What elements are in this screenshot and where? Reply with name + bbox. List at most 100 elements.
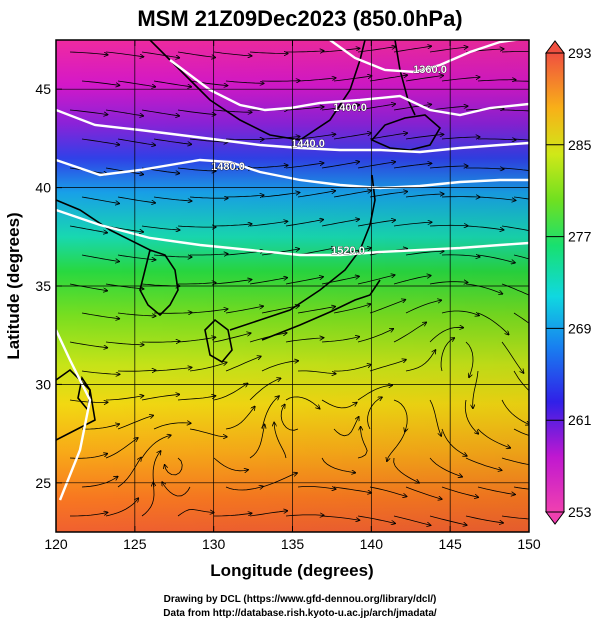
streamline	[189, 138, 228, 142]
streamline	[369, 192, 407, 198]
contour-label-1520: 1520.0	[331, 245, 365, 257]
streamline	[274, 423, 287, 459]
contour-labels: 1360.0 1400.0 1440.0 1480.0 1520.0	[211, 64, 447, 258]
y-tick-label: 35	[35, 278, 51, 294]
streamline	[405, 350, 436, 372]
streamline	[369, 133, 407, 140]
streamline	[429, 166, 468, 168]
streamline	[153, 423, 191, 430]
x-tick-label: 135	[281, 536, 305, 552]
streamline	[321, 48, 360, 53]
streamline	[177, 51, 215, 58]
streamline	[213, 168, 252, 169]
streamline	[189, 197, 228, 198]
streamline	[393, 322, 426, 343]
streamline	[429, 399, 441, 436]
streamline	[141, 435, 171, 459]
streamline	[153, 313, 192, 314]
streamline	[178, 283, 216, 284]
streamline	[393, 399, 407, 432]
streamline	[465, 457, 502, 470]
x-tick-label: 120	[44, 536, 68, 552]
coastline-russia	[149, 40, 366, 141]
streamline	[357, 329, 393, 343]
streamline	[117, 80, 155, 87]
streamline	[69, 51, 108, 55]
streamline	[321, 337, 359, 343]
streamline	[249, 278, 287, 285]
contour-1360	[329, 40, 524, 74]
streamline	[177, 509, 214, 517]
streamline	[429, 327, 463, 343]
streamline	[465, 225, 504, 230]
streamline	[117, 312, 156, 316]
streamline	[321, 162, 359, 169]
streamline	[321, 399, 357, 409]
streamline	[225, 407, 255, 430]
streamline	[405, 76, 443, 82]
y-tick-label: 40	[35, 180, 51, 196]
streamline	[153, 196, 192, 201]
streamline	[69, 283, 107, 291]
streamline	[405, 486, 442, 499]
streamline	[357, 275, 395, 285]
streamline	[141, 394, 179, 401]
streamline	[117, 196, 155, 203]
streamline	[429, 515, 467, 525]
streamline	[429, 106, 468, 111]
streamline	[429, 225, 468, 226]
streamline	[105, 341, 144, 345]
streamline	[162, 482, 191, 497]
contour-label-1480: 1480.0	[211, 161, 245, 173]
streamline	[477, 486, 515, 495]
x-tick-label: 130	[202, 536, 226, 552]
streamline	[429, 282, 468, 284]
streamline	[105, 283, 144, 289]
streamline	[261, 396, 279, 430]
streamline	[165, 457, 183, 476]
coastline-korea	[139, 248, 179, 317]
streamline	[81, 254, 119, 262]
streamline	[333, 133, 371, 140]
map-title: MSM 21Z09Dec2023 (850.0hPa)	[137, 6, 462, 31]
streamline	[225, 80, 264, 83]
streamline	[393, 163, 432, 169]
streamline	[369, 300, 405, 314]
streamline	[141, 51, 179, 58]
streamline	[501, 399, 529, 425]
streamline	[333, 365, 371, 372]
streamline	[501, 51, 529, 53]
x-tick-label: 125	[123, 536, 147, 552]
y-tick-label: 45	[35, 81, 51, 97]
streamline	[105, 51, 144, 57]
streamline	[225, 486, 263, 491]
streamline	[153, 138, 191, 144]
colorbar-tick-label: 261	[568, 412, 592, 428]
streamline	[297, 191, 335, 198]
contour-1480	[56, 158, 529, 190]
streamline	[261, 473, 297, 488]
streamline	[152, 451, 161, 488]
streamline	[81, 477, 118, 488]
streamline	[357, 515, 395, 523]
x-tick-label: 150	[517, 536, 541, 552]
streamline	[501, 515, 529, 520]
streamline	[440, 338, 454, 372]
streamline	[69, 109, 108, 115]
streamline	[514, 80, 529, 82]
x-tick-label: 140	[360, 536, 384, 552]
streamline	[513, 254, 529, 260]
colorbar-tick-label: 285	[568, 137, 592, 153]
streamline	[225, 139, 264, 140]
plot-area: 1360.0 1400.0 1440.0 1480.0 1520.0	[56, 40, 529, 532]
streamline	[214, 513, 252, 517]
streamline	[333, 486, 371, 493]
streamline	[105, 109, 143, 116]
colorbar-ramp	[545, 52, 565, 513]
streamline	[465, 341, 474, 377]
streamline	[321, 457, 355, 473]
streamline	[477, 428, 510, 448]
streamline	[357, 385, 392, 401]
streamline	[357, 427, 368, 459]
streamline	[297, 78, 336, 82]
